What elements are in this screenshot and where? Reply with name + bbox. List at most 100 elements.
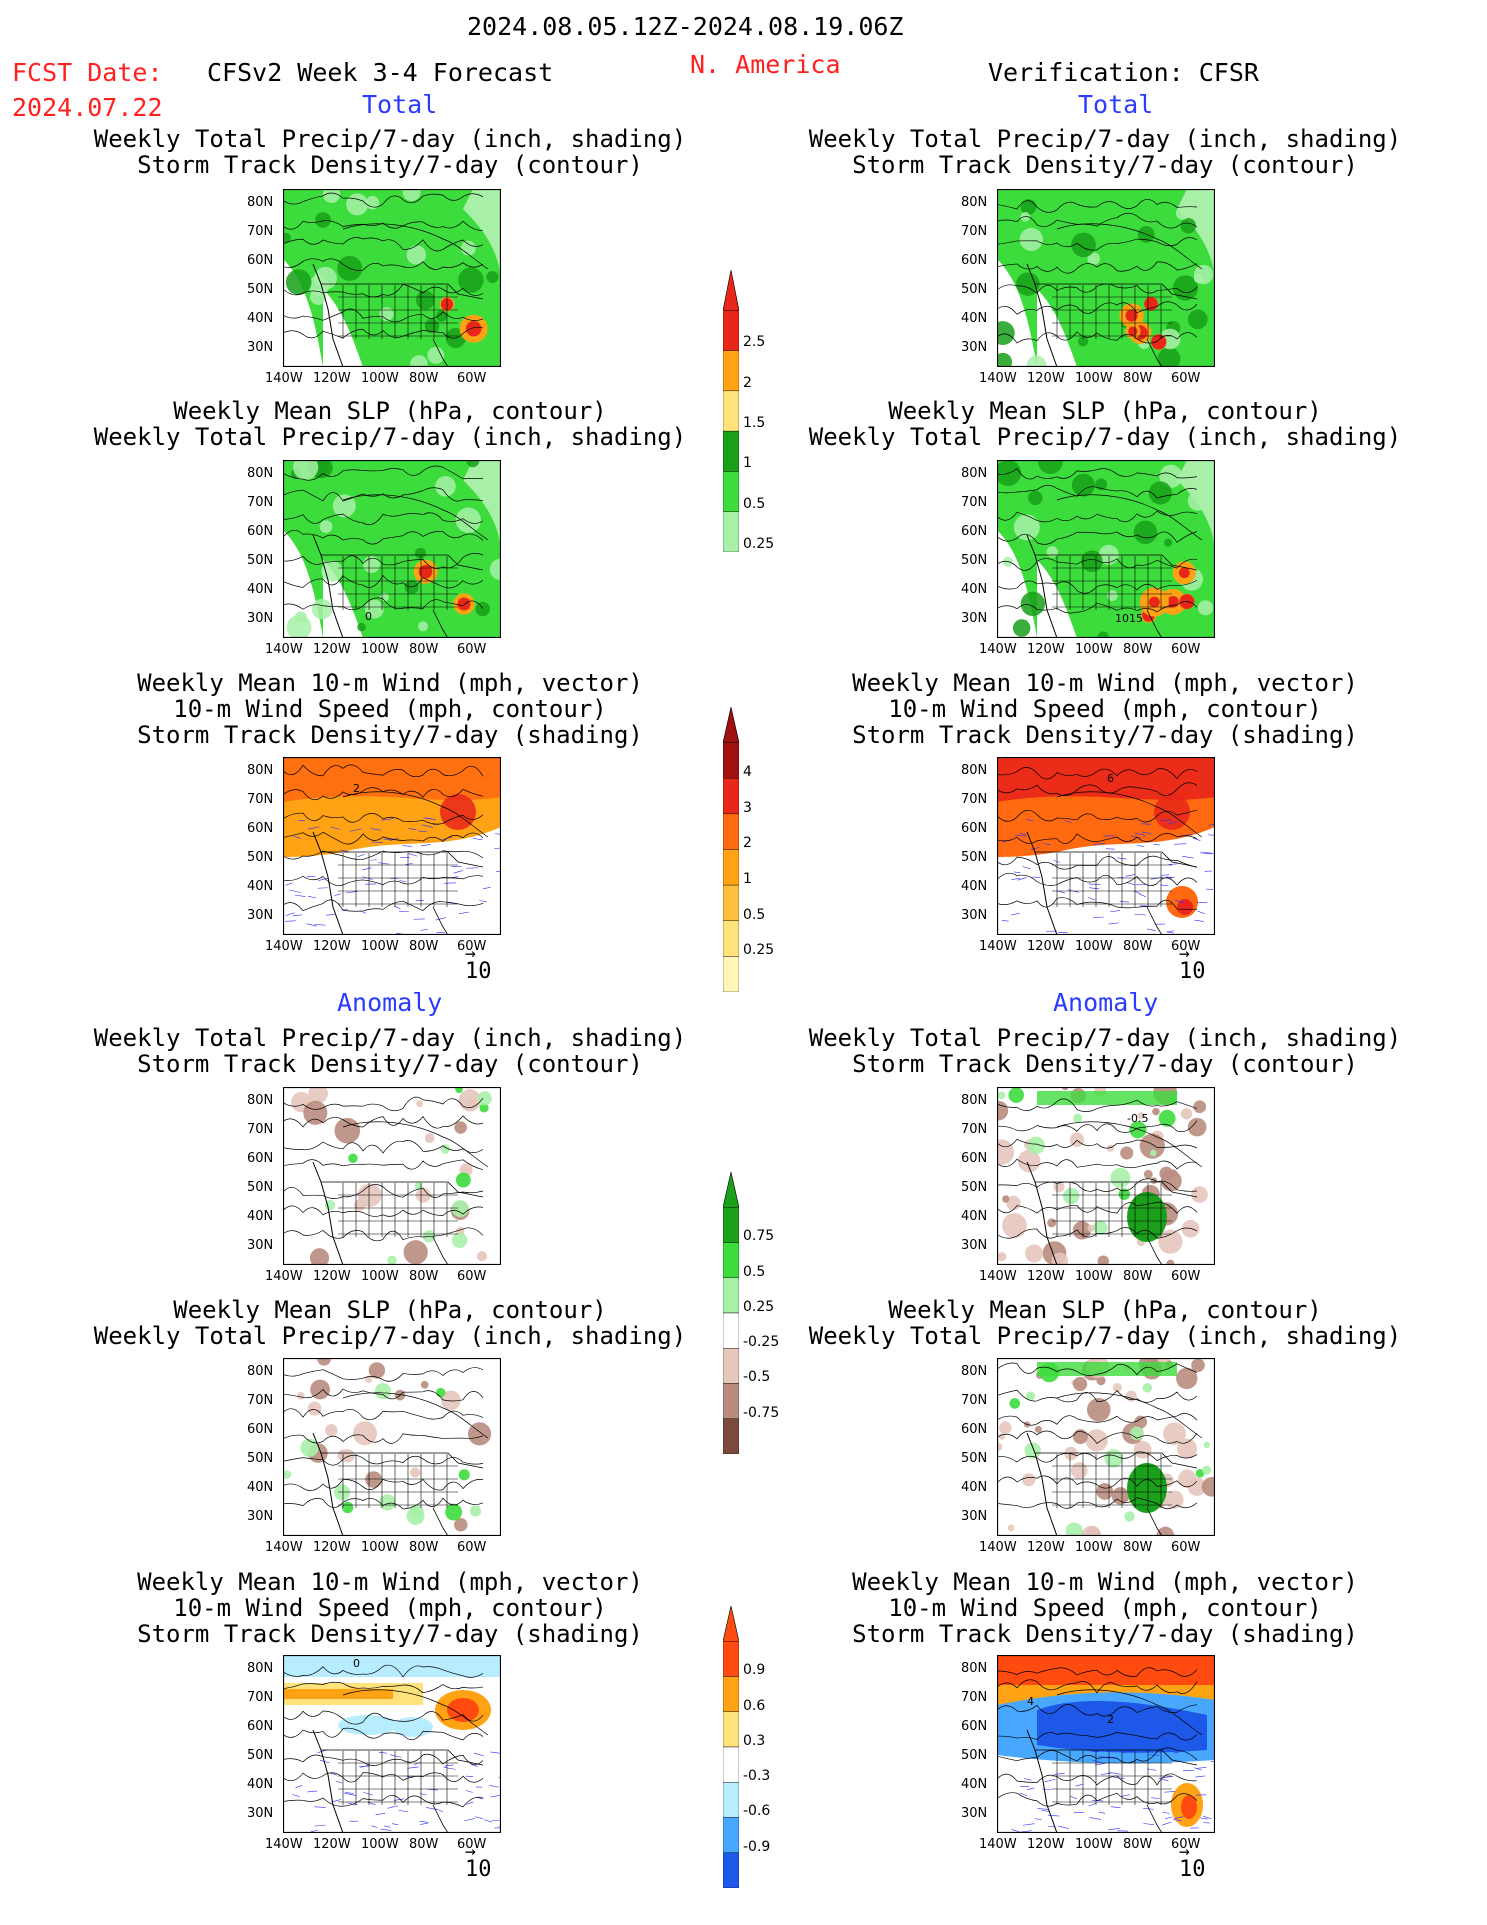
verification-total-wind-storm-title-line2: 10-m Wind Speed (mph, contour)	[888, 695, 1322, 723]
colorbar-label: 1.5	[743, 415, 766, 432]
lat-tick-label: 70N	[247, 1393, 274, 1408]
colorbar-label: 0.25	[743, 942, 775, 959]
lon-tick-label: 80W	[1123, 939, 1153, 954]
verification-total-slp-precip-title-line2: Weekly Total Precip/7-day (inch, shading…	[808, 423, 1402, 451]
lat-tick-label: 40N	[247, 1209, 274, 1224]
lon-tick-label: 80W	[409, 939, 439, 954]
lat-tick-label: 30N	[961, 1238, 988, 1253]
lat-tick-label: 60N	[961, 253, 988, 268]
lon-tick-label: 120W	[1027, 1540, 1065, 1555]
forecast-total-precipslp-map: 0	[283, 460, 501, 638]
lon-tick-label: 60W	[1171, 1540, 1201, 1555]
colorbar-label: 0.75	[743, 1228, 775, 1245]
lon-tick-label: 60W	[457, 939, 487, 954]
lon-tick-label: 80W	[409, 1540, 439, 1555]
colorbar-segment	[722, 1207, 740, 1243]
lat-tick-label: 60N	[961, 524, 988, 539]
colorbar-label: 0.6	[743, 1697, 766, 1714]
fcst-date-value: 2024.07.22	[12, 93, 163, 122]
lat-tick-label: 50N	[247, 1451, 274, 1466]
colorbar-label: 0.25	[743, 1298, 775, 1315]
lat-tick-label: 40N	[247, 879, 274, 894]
forecast-total-wind-storm-title-line2: 10-m Wind Speed (mph, contour)	[173, 695, 607, 723]
forecast-total-slp-precip-title-line2: Weekly Total Precip/7-day (inch, shading…	[93, 423, 687, 451]
lat-tick-label: 50N	[247, 282, 274, 297]
vector-arrow-icon: →	[465, 1841, 476, 1862]
colorbar-segment	[722, 1817, 740, 1853]
lon-tick-label: 80W	[409, 642, 439, 657]
lat-tick-label: 40N	[247, 1777, 274, 1792]
lon-tick-label: 60W	[1171, 1837, 1201, 1852]
verification-anom-wind-storm-title-line3: Storm Track Density/7-day (shading)	[852, 1620, 1358, 1648]
lon-tick-label: 140W	[265, 1837, 303, 1852]
lat-tick-label: 40N	[247, 582, 274, 597]
colorbar-label: 1	[743, 455, 752, 472]
lat-tick-label: 40N	[961, 311, 988, 326]
verification-total-precipslp-map: 1015	[997, 460, 1215, 638]
lat-tick-label: 60N	[247, 253, 274, 268]
lat-tick-label: 40N	[961, 1777, 988, 1792]
lon-tick-label: 100W	[1075, 1269, 1113, 1284]
lat-tick-label: 60N	[961, 1719, 988, 1734]
colorbar-segment	[722, 1383, 740, 1419]
lat-tick-label: 70N	[247, 224, 274, 239]
colorbar-label: 2	[743, 374, 752, 391]
forecast-total-precip-map	[283, 189, 501, 367]
lat-tick-label: 50N	[961, 1748, 988, 1763]
lon-tick-label: 80W	[1123, 371, 1153, 386]
lat-tick-label: 80N	[961, 1661, 988, 1676]
lat-tick-label: 30N	[247, 1509, 274, 1524]
colorbar-segment	[722, 884, 740, 921]
lat-tick-label: 50N	[961, 1451, 988, 1466]
forecast-total-slp-precip-title-line1: Weekly Mean SLP (hPa, contour)	[173, 397, 607, 425]
colorbar-top-arrow	[722, 1171, 740, 1208]
lon-tick-label: 140W	[979, 642, 1017, 657]
forecast-anom-slp-precip-title-line1: Weekly Mean SLP (hPa, contour)	[173, 1296, 607, 1324]
lat-tick-label: 50N	[961, 850, 988, 865]
lat-tick-label: 60N	[247, 821, 274, 836]
lat-tick-label: 60N	[247, 1151, 274, 1166]
lat-tick-label: 40N	[247, 1480, 274, 1495]
verification-anom-precip-storm-title-line2: Storm Track Density/7-day (contour)	[852, 1050, 1358, 1078]
lon-tick-label: 60W	[457, 642, 487, 657]
lon-tick-label: 120W	[1027, 1837, 1065, 1852]
verification-anom-slp-precip-title-line2: Weekly Total Precip/7-day (inch, shading…	[808, 1322, 1402, 1350]
lat-tick-label: 70N	[247, 1122, 274, 1137]
lon-tick-label: 100W	[361, 939, 399, 954]
lon-tick-label: 100W	[1075, 371, 1113, 386]
lat-tick-label: 60N	[247, 524, 274, 539]
lat-tick-label: 70N	[961, 495, 988, 510]
lon-tick-label: 80W	[1123, 642, 1153, 657]
lon-tick-label: 140W	[265, 939, 303, 954]
lon-tick-label: 120W	[313, 1269, 351, 1284]
colorbar-label: 2	[743, 835, 752, 852]
lon-tick-label: 140W	[979, 1837, 1017, 1852]
forecast-anom-slp-precip-title-line2: Weekly Total Precip/7-day (inch, shading…	[93, 1322, 687, 1350]
verification-total-slp-precip-title-line1: Weekly Mean SLP (hPa, contour)	[888, 397, 1322, 425]
lon-tick-label: 100W	[1075, 642, 1113, 657]
lon-tick-label: 60W	[457, 1540, 487, 1555]
lat-tick-label: 30N	[247, 1806, 274, 1821]
contour-label: 0	[365, 610, 372, 623]
lat-tick-label: 50N	[247, 1180, 274, 1195]
colorbar-segment	[722, 350, 740, 392]
lat-tick-label: 30N	[961, 611, 988, 626]
contour-label: 6	[1107, 772, 1114, 785]
colorbar-segment	[722, 1348, 740, 1384]
lat-tick-label: 60N	[961, 1151, 988, 1166]
vector-arrow-icon: →	[1179, 943, 1190, 964]
verification-total-precip-map	[997, 189, 1215, 367]
vector-reference: → 10	[465, 1841, 492, 1883]
contour-label: 4	[1027, 1695, 1034, 1708]
lon-tick-label: 140W	[979, 371, 1017, 386]
lon-tick-label: 120W	[313, 1540, 351, 1555]
colorbar-label: 0.5	[743, 1263, 766, 1280]
forecast-total-precip-storm-title-line2: Storm Track Density/7-day (contour)	[137, 151, 643, 179]
verification-total-wind-storm-title-line1: Weekly Mean 10-m Wind (mph, vector)	[852, 669, 1358, 697]
lon-tick-label: 120W	[1027, 939, 1065, 954]
lon-tick-label: 80W	[1123, 1837, 1153, 1852]
vector-reference-value: 10	[1179, 959, 1206, 984]
lon-tick-label: 60W	[1171, 939, 1201, 954]
section-anomaly-right: Anomaly	[1053, 988, 1159, 1017]
lon-tick-label: 120W	[1027, 1269, 1065, 1284]
